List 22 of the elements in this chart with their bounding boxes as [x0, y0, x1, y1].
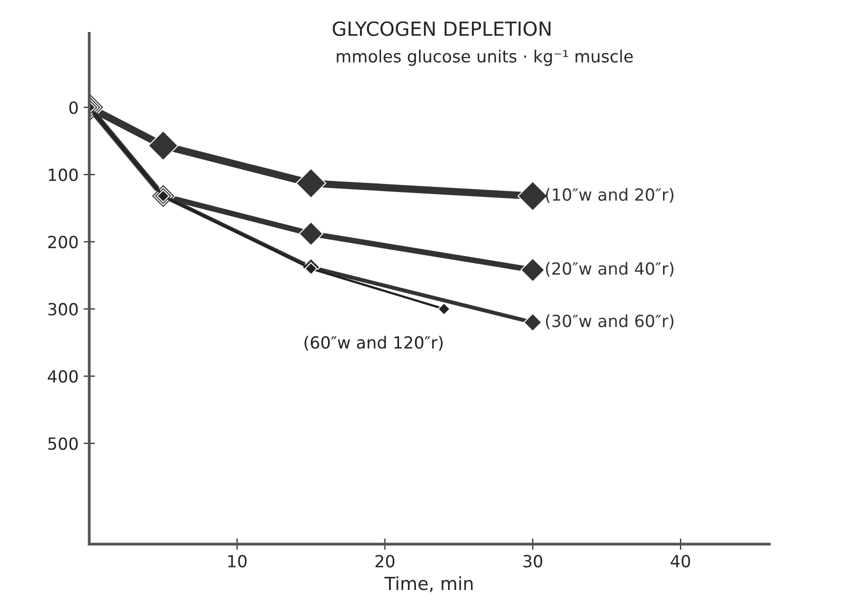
point	[438, 302, 450, 316]
text: mmoles glucose units · kg⁻¹ muscle	[336, 50, 633, 66]
series-label: (10″w and 20″r)	[546, 188, 674, 203]
x-tick-label: 30	[523, 554, 542, 568]
x-axis-title: Time, min	[384, 576, 473, 592]
series-label: (60″w and 120″r)	[304, 336, 443, 351]
series-label: (20″w and 40″r)	[546, 262, 674, 277]
x-tick-label: 40	[670, 554, 690, 568]
point	[296, 168, 326, 199]
x-tick-label: 10	[228, 554, 247, 568]
y-tick-label: 400	[48, 370, 78, 383]
x-tick-label: 20	[376, 554, 394, 568]
y-tick-label: 0	[69, 101, 78, 114]
point	[148, 130, 178, 161]
point	[517, 180, 548, 212]
y-tick-label: 200	[48, 236, 78, 248]
series-label: (30″w and 60″r)	[546, 314, 674, 330]
y-tick-label: 100	[48, 168, 78, 182]
y-tick-label: 300	[48, 302, 78, 316]
point	[523, 313, 542, 332]
y-tick-label: 500	[48, 437, 78, 450]
chart-title: GLYCOGEN DEPLETION	[332, 21, 550, 36]
